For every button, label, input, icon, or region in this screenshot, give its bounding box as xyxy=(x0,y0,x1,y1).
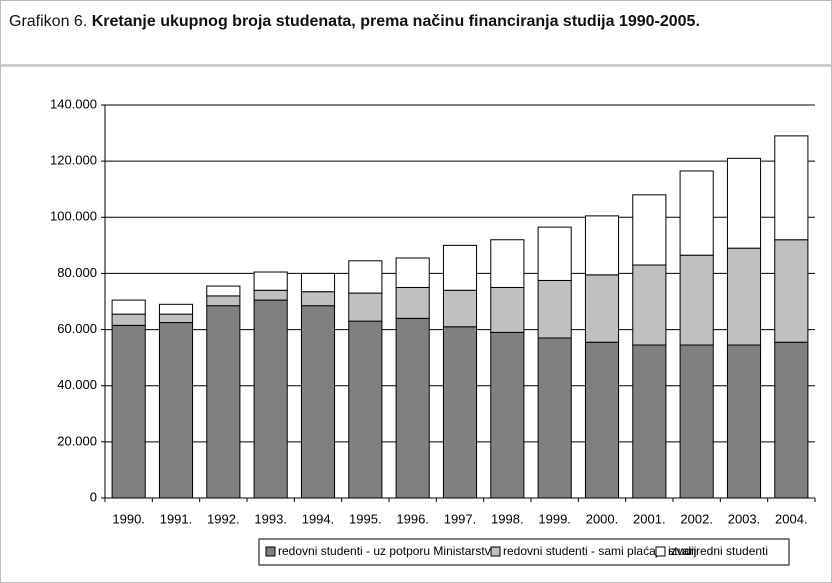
bar-segment xyxy=(537,337,572,499)
bar-segment xyxy=(679,254,714,346)
bar-segment xyxy=(348,260,383,294)
x-tick-label: 2001. xyxy=(633,511,666,526)
bar-segment xyxy=(300,272,336,293)
y-tick-label: 0 xyxy=(90,489,97,504)
bar-segment xyxy=(774,135,809,241)
header: Grafikon 6. Kretanje ukupnog broja stude… xyxy=(1,1,831,67)
x-tick-label: 1992. xyxy=(207,511,240,526)
bar-segment xyxy=(206,305,241,499)
bar-segment xyxy=(253,299,288,499)
legend-swatch xyxy=(490,546,501,557)
x-tick-label: 1996. xyxy=(396,511,429,526)
bar-segment xyxy=(442,326,478,499)
x-tick-label: 1993. xyxy=(254,511,287,526)
legend-swatch xyxy=(265,546,276,557)
chart-title: Kretanje ukupnog broja studenata, prema … xyxy=(91,13,700,30)
x-tick-label: 1990. xyxy=(112,511,145,526)
bar-segment xyxy=(584,341,620,499)
x-tick-label: 2000. xyxy=(586,511,619,526)
bar-segment xyxy=(726,247,762,346)
bar-segment xyxy=(300,305,336,499)
y-tick-label: 140.000 xyxy=(50,96,97,111)
bar-segment xyxy=(442,244,478,291)
y-tick-label: 60.000 xyxy=(57,321,97,336)
legend-swatch xyxy=(655,546,666,557)
y-tick-label: 120.000 xyxy=(50,153,97,168)
title-prefix: Grafikon 6. xyxy=(9,13,88,30)
bar-segment xyxy=(111,299,146,315)
x-tick-label: 2004. xyxy=(775,511,808,526)
bar-segment xyxy=(632,344,667,499)
y-tick-label: 100.000 xyxy=(50,209,97,224)
legend-label: redovni studenti - sami plaćaju studij xyxy=(503,544,696,558)
y-tick-label: 80.000 xyxy=(57,265,97,280)
bar-segment xyxy=(679,344,714,499)
bar-segment xyxy=(158,303,194,315)
bar-segment xyxy=(395,317,430,499)
bar-segment xyxy=(490,239,525,288)
bar-segment xyxy=(632,194,667,266)
bar-segment xyxy=(442,289,478,328)
legend-box xyxy=(258,538,790,566)
bar-segment xyxy=(584,215,620,276)
bar-segment xyxy=(490,286,525,333)
bar-segment xyxy=(395,257,430,288)
bar-segment xyxy=(726,344,762,499)
bar-segment xyxy=(490,331,525,499)
bar-segment xyxy=(632,264,667,346)
y-tick-label: 20.000 xyxy=(57,433,97,448)
legend-label: redovni studenti - uz potporu Ministarst… xyxy=(278,544,498,558)
x-tick-label: 1994. xyxy=(302,511,335,526)
legend-label: izvanredni studenti xyxy=(668,544,768,558)
bar-segment xyxy=(253,289,288,301)
bar-segment xyxy=(348,292,383,322)
x-tick-label: 2002. xyxy=(680,511,713,526)
x-tick-label: 1999. xyxy=(538,511,571,526)
bar-segment xyxy=(158,322,194,499)
chart: 0 20.000 40.000 60.000 80.000 100.000 120.000 1… xyxy=(50,96,816,566)
bar-segment xyxy=(206,295,241,307)
bar-segment xyxy=(348,320,383,499)
x-tick-label: 1997. xyxy=(444,511,477,526)
bar-segment xyxy=(774,239,809,343)
x-tick-label: 2003. xyxy=(728,511,761,526)
bar-segment xyxy=(726,157,762,249)
bar-segment xyxy=(300,291,336,307)
x-tick-label: 1991. xyxy=(160,511,193,526)
bar-segment xyxy=(253,271,288,291)
bar-segment xyxy=(679,170,714,256)
x-tick-label: 1995. xyxy=(349,511,382,526)
bar-segment xyxy=(206,285,241,297)
bar-segment xyxy=(111,313,146,326)
bar-segment xyxy=(158,313,194,324)
y-tick-label: 40.000 xyxy=(57,377,97,392)
bar-segment xyxy=(537,279,572,339)
bar-segment xyxy=(774,341,809,499)
x-tick-label: 1998. xyxy=(491,511,524,526)
bar-segment xyxy=(584,274,620,343)
bar-segment xyxy=(395,286,430,319)
bar-segment xyxy=(537,226,572,281)
bar-segment xyxy=(111,324,146,499)
